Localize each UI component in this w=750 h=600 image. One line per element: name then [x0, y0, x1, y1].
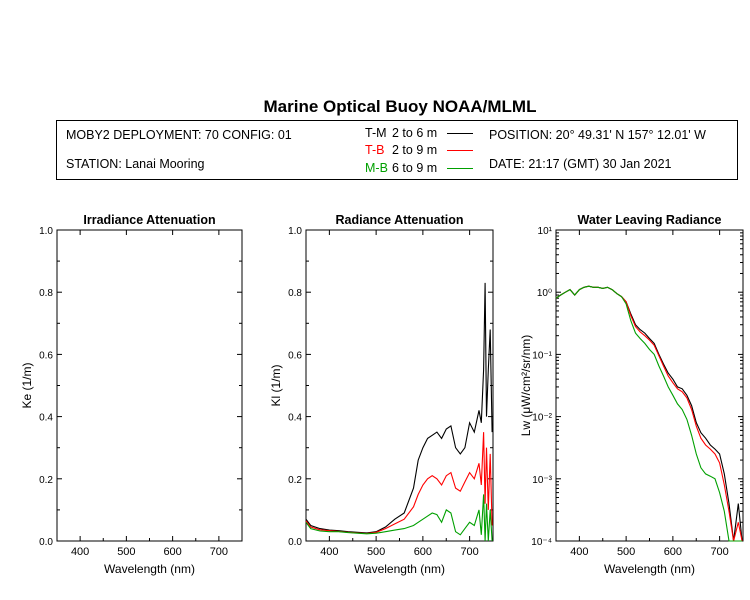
y-tick-label-1-5: 1.0 — [288, 226, 302, 237]
legend-line-tm — [447, 133, 473, 134]
plot-frame-0 — [56, 229, 243, 542]
x-tick-label-2-2: 600 — [664, 546, 682, 558]
y-tick-label-0-3: 0.6 — [39, 350, 53, 361]
info-box: MOBY2 DEPLOYMENT: 70 CONFIG: 01 STATION:… — [56, 120, 738, 180]
date-text: DATE: 21:17 (GMT) 30 Jan 2021 — [489, 157, 672, 171]
x-tick-label-1-3: 700 — [460, 546, 478, 558]
chart-main-title: Marine Optical Buoy NOAA/MLML — [263, 97, 537, 116]
chart-title-2: Water Leaving Radiance — [577, 213, 721, 227]
chart-title-1: Radiance Attenuation — [335, 213, 463, 227]
y-tick-label-1-4: 0.8 — [288, 288, 302, 299]
x-tick-label-0-0: 400 — [71, 546, 89, 558]
x-tick-label-1-2: 600 — [414, 546, 432, 558]
deployment-text: MOBY2 DEPLOYMENT: 70 CONFIG: 01 — [66, 128, 292, 142]
y-tick-label-0-4: 0.8 — [39, 288, 53, 299]
y-tick-label-2-1: 10⁻³ — [532, 475, 552, 486]
legend-line-tb — [447, 150, 473, 151]
y-axis-label-0: Ke (1/m) — [20, 362, 34, 408]
y-tick-label-2-4: 10⁰ — [537, 288, 552, 299]
y-tick-label-1-0: 0.0 — [288, 537, 302, 548]
chart-title-0: Irradiance Attenuation — [83, 213, 215, 227]
legend-label-tb: T-B — [365, 143, 385, 157]
series-line-t-m-2 — [555, 285, 743, 542]
plot-frame-2 — [555, 229, 744, 542]
y-tick-label-2-2: 10⁻² — [532, 413, 552, 424]
x-tick-label-1-1: 500 — [367, 546, 385, 558]
y-tick-label-0-0: 0.0 — [39, 537, 53, 548]
y-tick-label-2-3: 10⁻¹ — [532, 350, 552, 361]
y-tick-label-1-3: 0.6 — [288, 350, 302, 361]
x-tick-label-1-0: 400 — [320, 546, 338, 558]
x-axis-label-1: Wavelength (nm) — [354, 562, 445, 576]
x-tick-label-0-2: 600 — [163, 546, 181, 558]
x-axis-label-0: Wavelength (nm) — [104, 562, 195, 576]
series-line-m-b-2 — [555, 285, 743, 542]
legend-range-mb: 6 to 9 m — [392, 161, 438, 175]
legend-label-mb: M-B — [365, 161, 388, 175]
series-line-t-m-1 — [305, 282, 493, 534]
y-tick-label-1-2: 0.4 — [288, 413, 302, 424]
y-tick-label-1-1: 0.2 — [288, 475, 302, 486]
y-axis-label-1: Kl (1/m) — [269, 364, 283, 406]
x-tick-label-2-0: 400 — [570, 546, 588, 558]
y-tick-label-0-1: 0.2 — [39, 475, 53, 486]
legend-line-mb — [447, 168, 473, 169]
y-axis-label-2: Lw (μW/cm²/sr/nm) — [519, 335, 533, 437]
station-text: STATION: Lanai Mooring — [66, 157, 205, 171]
x-tick-label-0-3: 700 — [210, 546, 228, 558]
legend-label-tm: T-M — [365, 126, 387, 140]
y-tick-label-2-0: 10⁻⁴ — [531, 537, 552, 548]
legend-range-tm: 2 to 6 m — [392, 126, 438, 140]
y-tick-label-2-5: 10¹ — [538, 226, 553, 237]
y-tick-label-0-5: 1.0 — [39, 226, 53, 237]
x-tick-label-2-3: 700 — [710, 546, 728, 558]
x-axis-label-2: Wavelength (nm) — [604, 562, 695, 576]
series-line-t-b-2 — [555, 285, 743, 542]
x-tick-label-0-1: 500 — [117, 546, 135, 558]
plot-frame-1 — [305, 229, 494, 542]
legend-range-tb: 2 to 9 m — [392, 143, 438, 157]
series-line-t-b-1 — [305, 432, 493, 535]
y-tick-label-0-2: 0.4 — [39, 413, 53, 424]
x-tick-label-2-1: 500 — [617, 546, 635, 558]
position-text: POSITION: 20° 49.31' N 157° 12.01' W — [489, 128, 706, 142]
series-line-m-b-1 — [305, 494, 493, 542]
